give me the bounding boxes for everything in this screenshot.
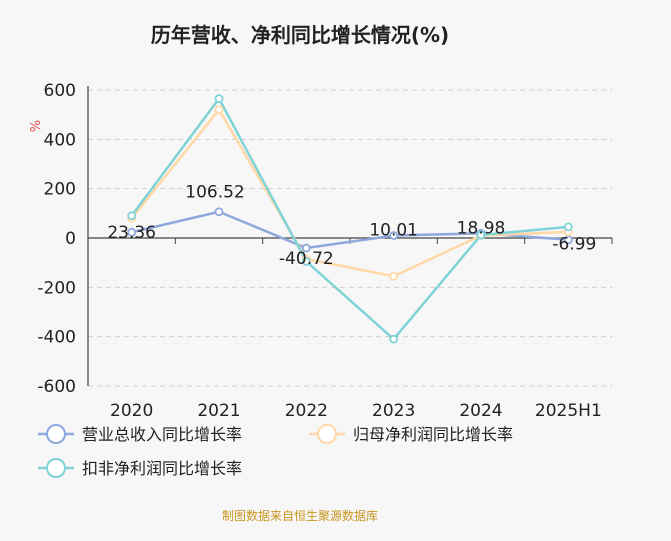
data-label: 18.98 [457,218,506,238]
y-tick-label: 200 [44,180,76,200]
data-point [389,334,399,344]
data-point [563,222,573,232]
data-point [389,231,399,240]
data-label: 106.52 [185,183,244,203]
x-tick-label: 2024 [459,401,502,421]
x-tick-label: 2023 [372,401,415,421]
y-tick-label: 0 [65,229,76,249]
y-tick-label: -600 [37,377,76,397]
data-point [127,227,137,237]
data-point [214,94,224,104]
legend-label: 归母净利润同比增长率 [353,425,513,444]
series-line [130,97,569,341]
data-point [476,230,486,240]
grid-lines [88,89,612,387]
x-tick-label: 2025H1 [535,401,602,421]
series-lines [130,97,569,341]
y-tick-label: 600 [44,81,76,101]
y-tick-label: 400 [44,130,76,150]
source-note: 制图数据来自恒生聚源数据库 [222,508,378,523]
chart-title: 历年营收、净利同比增长情况(%) [151,23,449,47]
data-label: -6.99 [552,235,596,255]
data-point [389,271,399,281]
x-axis: 2020 2021 2022 2023 2024 2025H1 [87,237,613,421]
data-label: -40.72 [279,249,334,269]
x-tick-label: 2022 [285,401,328,421]
series-points [127,94,573,344]
y-tick-label: -400 [37,328,76,348]
y-axis-unit-label: % [29,120,44,132]
legend-label: 营业总收入同比增长率 [82,425,242,444]
y-axis: -600 -400 -200 0 200 400 600 [37,81,89,397]
data-labels: 23.36 106.52 -40.72 10.01 18.98 -6.99 [107,183,596,269]
y-tick-label: -200 [37,278,76,298]
data-point [127,211,137,221]
data-point [214,207,224,217]
data-point [214,105,224,115]
data-label: 23.36 [107,223,156,243]
legend-marker [46,424,66,444]
data-point [301,243,311,253]
legend-marker [46,458,66,478]
data-point [301,257,311,266]
x-tick-label: 2021 [197,401,240,421]
data-label: 10.01 [369,221,418,241]
legend-marker [317,424,337,444]
legend-label: 扣非净利润同比增长率 [82,459,242,478]
x-tick-label: 2020 [110,401,153,421]
